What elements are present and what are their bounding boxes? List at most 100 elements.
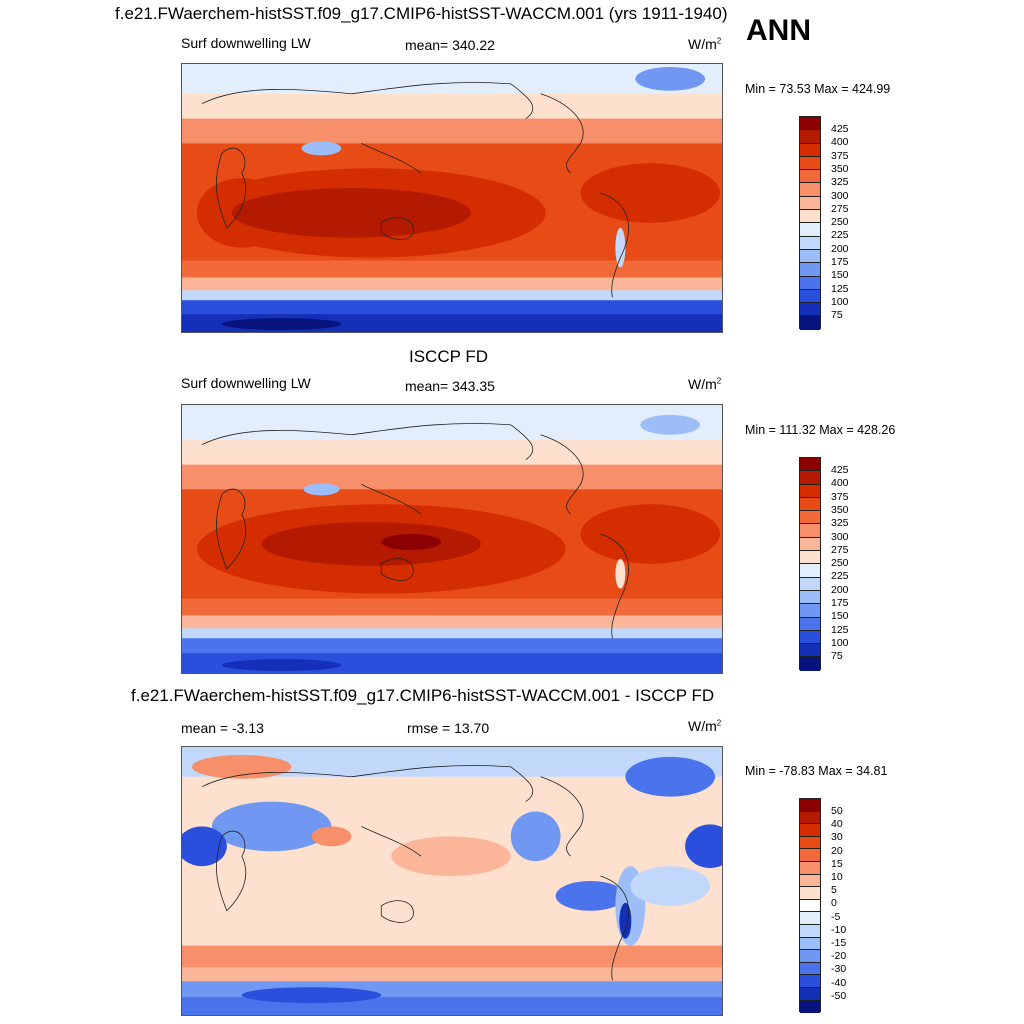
colorbar-swatch bbox=[800, 617, 820, 631]
colorbar-tick: 10 bbox=[831, 871, 843, 883]
colorbar-swatch bbox=[800, 170, 820, 184]
panel3-rmse-label: rmse = 13.70 bbox=[407, 720, 490, 736]
colorbar-swatch bbox=[800, 987, 820, 1001]
panel3-units: W/m2 bbox=[688, 718, 722, 734]
colorbar-tick: 400 bbox=[831, 136, 849, 149]
colorbar-tick: 75 bbox=[831, 650, 843, 663]
colorbar-tick: 275 bbox=[831, 202, 849, 215]
colorbar-tick: 425 bbox=[831, 464, 849, 476]
colorbar-tick: 175 bbox=[831, 597, 849, 609]
panel2-title: ISCCP FD bbox=[409, 347, 489, 366]
colorbar-tick: 75 bbox=[831, 309, 843, 322]
colorbar-swatch bbox=[800, 130, 820, 144]
colorbar-swatch bbox=[800, 899, 820, 913]
colorbar-swatch bbox=[800, 950, 820, 963]
colorbar-swatch bbox=[800, 644, 820, 658]
panel3-title: f.e21.FWaerchem-histSST.f09_g17.CMIP6-hi… bbox=[131, 686, 715, 705]
colorbar-tick: 325 bbox=[831, 517, 849, 530]
colorbar-tick: 375 bbox=[831, 490, 849, 503]
colorbar-tick: 200 bbox=[831, 242, 849, 255]
panel2-map bbox=[181, 404, 723, 674]
panel1-minmax: Min = 73.53 Max = 424.99 bbox=[745, 82, 891, 96]
colorbar-tick: 5 bbox=[831, 884, 837, 897]
colorbar-swatch bbox=[800, 210, 820, 224]
colorbar-tick: 325 bbox=[831, 176, 849, 189]
colorbar-swatch bbox=[800, 156, 820, 171]
season-label: ANN bbox=[746, 14, 811, 47]
colorbar-swatch bbox=[800, 497, 820, 512]
colorbar-swatch bbox=[800, 975, 820, 988]
colorbar-swatch bbox=[800, 590, 820, 605]
colorbar-swatch bbox=[800, 861, 820, 875]
colorbar-tick: 300 bbox=[831, 189, 849, 202]
colorbar-tick: 0 bbox=[831, 897, 837, 910]
colorbar-swatch bbox=[800, 524, 820, 538]
colorbar-swatch bbox=[800, 824, 820, 837]
colorbar-tick: -10 bbox=[831, 923, 847, 936]
colorbar-swatch bbox=[800, 196, 820, 211]
panel1-variable-label: Surf downwelling LW bbox=[181, 35, 311, 51]
panel1-map bbox=[181, 63, 723, 333]
colorbar-swatch bbox=[800, 117, 820, 131]
colorbar-swatch bbox=[800, 537, 820, 552]
panel2-mean-label: mean= 343.35 bbox=[405, 378, 495, 394]
colorbar-swatch bbox=[800, 874, 820, 888]
colorbar-tick: 175 bbox=[831, 256, 849, 268]
panel1-units: W/m2 bbox=[688, 36, 722, 52]
colorbar-tick: -50 bbox=[831, 989, 847, 1002]
colorbar-tick: 20 bbox=[831, 844, 843, 857]
colorbar-tick: 225 bbox=[831, 229, 849, 242]
colorbar-swatch bbox=[800, 836, 820, 850]
figure-title: f.e21.FWaerchem-histSST.f09_g17.CMIP6-hi… bbox=[115, 4, 728, 23]
panel2-colorbar bbox=[799, 457, 821, 671]
colorbar-swatch bbox=[800, 657, 820, 671]
panel3-minmax: Min = -78.83 Max = 34.81 bbox=[745, 764, 888, 778]
colorbar-swatch bbox=[800, 289, 820, 304]
colorbar-tick: 350 bbox=[831, 162, 849, 175]
colorbar-tick: 225 bbox=[831, 570, 849, 583]
colorbar-swatch bbox=[800, 511, 820, 525]
colorbar-swatch bbox=[800, 249, 820, 264]
colorbar-tick: 400 bbox=[831, 477, 849, 490]
colorbar-swatch bbox=[800, 604, 820, 618]
colorbar-swatch bbox=[800, 849, 820, 862]
colorbar-tick: 125 bbox=[831, 282, 849, 295]
colorbar-swatch bbox=[800, 471, 820, 485]
colorbar-tick: 50 bbox=[831, 805, 843, 817]
colorbar-swatch bbox=[800, 1000, 820, 1014]
colorbar-tick: 300 bbox=[831, 530, 849, 543]
colorbar-tick: -5 bbox=[831, 910, 841, 923]
colorbar-tick: 250 bbox=[831, 557, 849, 570]
panel3-mean-label: mean = -3.13 bbox=[181, 720, 264, 736]
colorbar-tick: 150 bbox=[831, 269, 849, 282]
colorbar-tick: 250 bbox=[831, 216, 849, 229]
colorbar-tick: 150 bbox=[831, 610, 849, 623]
colorbar-swatch bbox=[800, 223, 820, 237]
colorbar-swatch bbox=[800, 564, 820, 578]
colorbar-swatch bbox=[800, 799, 820, 812]
colorbar-tick: -40 bbox=[831, 976, 847, 989]
colorbar-swatch bbox=[800, 484, 820, 498]
colorbar-swatch bbox=[800, 143, 820, 157]
colorbar-tick: 30 bbox=[831, 831, 843, 844]
panel1-colorbar bbox=[799, 116, 821, 330]
colorbar-tick: 425 bbox=[831, 123, 849, 135]
panel2-variable-label: Surf downwelling LW bbox=[181, 375, 311, 391]
colorbar-swatch bbox=[800, 183, 820, 197]
colorbar-swatch bbox=[800, 276, 820, 290]
colorbar-swatch bbox=[800, 924, 820, 938]
colorbar-swatch bbox=[800, 316, 820, 330]
colorbar-tick: 100 bbox=[831, 295, 849, 308]
colorbar-swatch bbox=[800, 577, 820, 591]
colorbar-swatch bbox=[800, 962, 820, 976]
colorbar-tick: 100 bbox=[831, 636, 849, 649]
colorbar-tick: 40 bbox=[831, 818, 843, 831]
colorbar-swatch bbox=[800, 236, 820, 250]
colorbar-tick: 15 bbox=[831, 857, 843, 870]
colorbar-tick: -30 bbox=[831, 963, 847, 976]
colorbar-tick: 125 bbox=[831, 623, 849, 636]
panel3-colorbar bbox=[799, 798, 821, 1014]
colorbar-tick: 200 bbox=[831, 583, 849, 596]
colorbar-tick: -15 bbox=[831, 937, 847, 949]
colorbar-swatch bbox=[800, 887, 820, 900]
